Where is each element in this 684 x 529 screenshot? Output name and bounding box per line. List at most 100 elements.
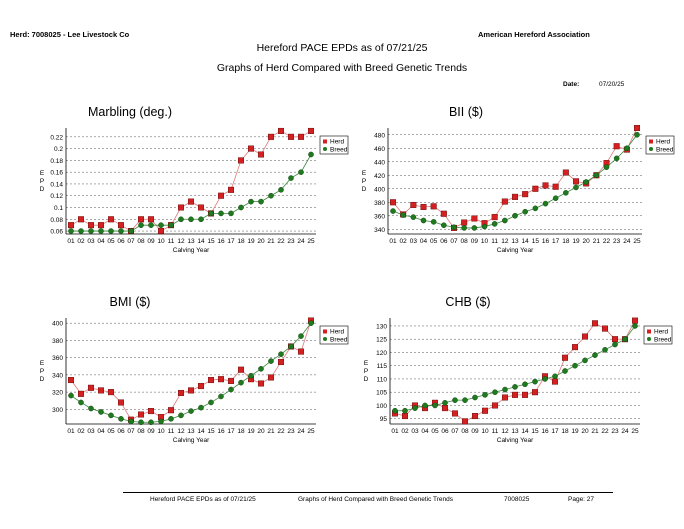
x-tick-label: 25 xyxy=(307,428,315,435)
x-tick-label: 06 xyxy=(117,238,125,245)
x-tick-label: 15 xyxy=(207,238,215,245)
x-tick-label: 12 xyxy=(177,428,185,435)
x-tick-label: 20 xyxy=(581,428,589,435)
breed-point xyxy=(452,397,458,403)
x-axis-label: Calving Year xyxy=(497,247,534,254)
x-tick-label: 25 xyxy=(307,238,315,245)
breed-point xyxy=(68,392,74,399)
x-tick-label: 20 xyxy=(257,238,265,245)
breed-point xyxy=(481,223,488,230)
herd-point xyxy=(87,222,94,229)
x-tick-label: 21 xyxy=(267,238,275,245)
y-axis-label: P xyxy=(40,368,44,375)
x-tick-label: 22 xyxy=(277,428,285,435)
breed-point xyxy=(278,351,284,357)
herd-point xyxy=(571,344,578,351)
x-tick-label: 20 xyxy=(257,428,265,435)
herd-point xyxy=(441,405,448,412)
x-tick-label: 06 xyxy=(440,238,448,245)
breed-point xyxy=(634,131,640,138)
y-tick-label: 340 xyxy=(52,372,63,379)
x-tick-label: 04 xyxy=(97,428,105,435)
legend-herd-label: Herd xyxy=(330,139,344,146)
herd-line xyxy=(70,320,312,421)
herd-point xyxy=(77,390,84,397)
herd-point xyxy=(501,198,508,205)
x-tick-label: 06 xyxy=(441,428,449,435)
breed-point xyxy=(512,384,518,390)
x-tick-label: 05 xyxy=(107,428,115,435)
x-tick-label: 11 xyxy=(168,428,175,435)
x-tick-label: 10 xyxy=(481,428,489,435)
x-tick-label: 19 xyxy=(247,238,255,245)
x-tick-label: 05 xyxy=(430,238,438,245)
herd-point xyxy=(440,210,447,217)
x-tick-label: 13 xyxy=(187,238,195,245)
breed-point xyxy=(248,372,254,379)
x-tick-label: 15 xyxy=(207,428,215,435)
breed-point xyxy=(148,419,154,426)
x-tick-label: 23 xyxy=(287,238,295,245)
x-tick-label: 14 xyxy=(522,238,530,245)
breed-point xyxy=(138,419,144,426)
x-axis-label: Calving Year xyxy=(173,437,210,444)
breed-point xyxy=(563,190,569,196)
breed-point xyxy=(78,228,84,234)
legend-breed-label: Breed xyxy=(654,337,672,344)
date-value: 07/20/25 xyxy=(599,81,625,88)
breed-point xyxy=(178,216,184,223)
x-tick-label: 15 xyxy=(531,428,539,435)
x-tick-label: 03 xyxy=(410,238,418,245)
x-tick-label: 13 xyxy=(511,428,519,435)
breed-point xyxy=(442,400,448,406)
breed-point xyxy=(198,216,204,223)
x-tick-label: 18 xyxy=(237,428,245,435)
breed-point xyxy=(432,402,438,409)
x-tick-label: 12 xyxy=(501,428,509,435)
breed-point xyxy=(118,228,124,234)
y-axis-label: E xyxy=(364,360,369,367)
herd-point xyxy=(97,387,104,394)
x-tick-label: 16 xyxy=(542,238,550,245)
y-tick-label: 480 xyxy=(374,132,385,139)
y-axis-label: D xyxy=(364,376,369,383)
x-tick-label: 02 xyxy=(77,428,85,435)
herd-point xyxy=(227,186,234,193)
herd-point xyxy=(531,389,538,396)
breed-point xyxy=(278,187,284,193)
association-name: American Hereford Association xyxy=(478,30,590,39)
breed-point xyxy=(78,399,84,406)
legend-herd-marker xyxy=(649,139,653,144)
breed-point xyxy=(298,169,304,175)
x-tick-label: 07 xyxy=(127,428,135,435)
herd-point xyxy=(501,394,508,401)
x-tick-label: 10 xyxy=(481,238,489,245)
breed-point xyxy=(422,402,428,409)
y-tick-label: 125 xyxy=(376,337,387,344)
breed-point xyxy=(138,222,144,228)
y-tick-label: 440 xyxy=(374,159,385,166)
herd-point xyxy=(601,325,608,332)
herd-point xyxy=(632,317,639,324)
herd-line xyxy=(70,130,312,232)
y-tick-label: 0.16 xyxy=(50,170,63,177)
chart-title: BMI ($) xyxy=(110,295,151,309)
breed-point xyxy=(420,217,427,224)
herd-point xyxy=(117,399,124,406)
x-tick-label: 01 xyxy=(67,238,75,245)
breed-point xyxy=(582,357,588,364)
herd-point xyxy=(298,133,305,140)
breed-point xyxy=(128,418,134,425)
y-tick-label: 0.06 xyxy=(50,229,63,236)
y-tick-label: 130 xyxy=(376,323,387,330)
footer-doc: Hereford PACE EPDs as of 07/21/25 xyxy=(150,496,256,503)
x-tick-label: 09 xyxy=(471,428,479,435)
chart-title: Marbling (deg.) xyxy=(88,105,172,119)
herd-point xyxy=(532,185,539,192)
legend-herd-marker xyxy=(647,329,651,334)
breed-point xyxy=(268,192,274,199)
x-tick-label: 19 xyxy=(572,238,580,245)
x-tick-label: 22 xyxy=(601,428,609,435)
breed-point xyxy=(178,412,184,419)
breed-point xyxy=(218,210,224,217)
